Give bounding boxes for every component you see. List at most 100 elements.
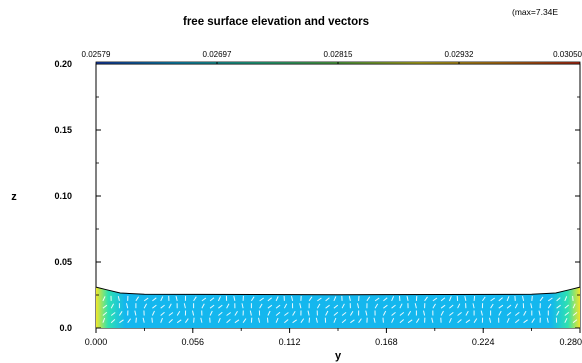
x-tick-label: 0.112 xyxy=(279,337,301,347)
velocity-vector xyxy=(457,319,462,324)
velocity-vector xyxy=(259,303,263,309)
velocity-vector xyxy=(135,296,140,302)
velocity-vector xyxy=(110,312,116,316)
velocity-vector xyxy=(275,304,281,309)
velocity-vector xyxy=(143,297,149,302)
velocity-vector xyxy=(160,296,164,302)
velocity-vector xyxy=(366,296,371,302)
corner-note: (max=7.34E xyxy=(512,7,558,17)
velocity-vector xyxy=(572,303,576,309)
velocity-vector xyxy=(134,310,137,316)
velocity-vector xyxy=(201,303,205,309)
velocity-vector xyxy=(348,295,351,302)
velocity-vector xyxy=(110,319,116,324)
velocity-vector xyxy=(102,304,108,309)
velocity-vector xyxy=(267,304,273,309)
velocity-vector xyxy=(373,317,376,323)
y-axis-label: z xyxy=(11,191,17,203)
velocity-vector xyxy=(391,317,395,323)
velocity-vector xyxy=(126,303,129,309)
velocity-vector xyxy=(283,303,288,309)
velocity-vector xyxy=(315,317,318,323)
velocity-vector xyxy=(275,311,281,316)
velocity-vector xyxy=(564,317,568,323)
velocity-vector xyxy=(152,297,157,302)
velocity-vector xyxy=(275,296,279,302)
velocity-vector xyxy=(472,303,475,309)
y-tick-label: 0.0 xyxy=(59,323,72,333)
velocity-vector xyxy=(234,310,238,316)
velocity-vector xyxy=(432,303,436,309)
velocity-vector xyxy=(325,304,330,309)
velocity-vector xyxy=(523,310,527,316)
velocity-vector xyxy=(506,312,512,316)
velocity-vector xyxy=(193,296,197,302)
velocity-vector xyxy=(118,311,123,316)
velocity-vector xyxy=(464,295,467,302)
velocity-vector xyxy=(217,296,221,302)
velocity-vector xyxy=(102,317,106,323)
velocity-vector xyxy=(300,318,305,323)
velocity-vector xyxy=(548,297,553,302)
velocity-vector xyxy=(531,295,533,301)
velocity-vector xyxy=(564,296,568,302)
velocity-vector xyxy=(168,303,172,309)
velocity-vector xyxy=(292,310,296,316)
velocity-vector xyxy=(299,303,302,309)
velocity-vector xyxy=(572,319,578,324)
x-axis-label: y xyxy=(335,350,342,362)
fluid-field xyxy=(96,287,580,328)
velocity-vector xyxy=(176,310,181,316)
x-tick-label: 0.168 xyxy=(375,337,398,347)
velocity-vector xyxy=(241,303,244,309)
chart-title: free surface elevation and vectors xyxy=(183,16,369,28)
velocity-vector xyxy=(465,310,469,316)
colorbar-tick-label: 0.02579 xyxy=(82,50,111,59)
colorbar-tick-label: 0.02815 xyxy=(324,50,353,59)
velocity-vector xyxy=(480,310,483,316)
velocity-vector xyxy=(523,319,528,324)
velocity-vector xyxy=(465,319,471,324)
velocity-vector xyxy=(142,317,145,323)
velocity-vector xyxy=(160,304,165,309)
velocity-vector xyxy=(449,312,454,316)
velocity-vector xyxy=(333,296,337,302)
velocity-vector xyxy=(201,297,207,302)
velocity-vector xyxy=(473,295,476,301)
velocity-vector xyxy=(399,319,405,324)
velocity-vector xyxy=(249,310,252,316)
velocity-vector xyxy=(117,295,120,302)
velocity-vector xyxy=(547,303,552,309)
y-tick-label: 0.10 xyxy=(54,191,72,201)
velocity-vector xyxy=(333,311,339,316)
velocity-vector xyxy=(291,295,294,302)
velocity-vector xyxy=(440,304,446,309)
velocity-vector xyxy=(333,304,339,309)
velocity-vector xyxy=(350,319,355,324)
velocity-vector xyxy=(457,312,462,316)
velocity-vector xyxy=(490,303,494,309)
colorbar-tick-label: 0.03050 xyxy=(553,50,582,59)
velocity-vector xyxy=(448,296,452,302)
x-tick-label: 0.000 xyxy=(85,337,108,347)
velocity-vector xyxy=(151,317,153,323)
velocity-vector xyxy=(184,318,189,323)
velocity-vector xyxy=(531,318,535,323)
y-axis-ticks: 0.0 0.05 0.10 0.15 0.20 xyxy=(54,59,580,333)
velocity-vector xyxy=(341,303,345,309)
free-surface-line xyxy=(95,286,581,296)
velocity-vector xyxy=(539,296,544,302)
velocity-vector xyxy=(556,297,561,302)
velocity-vector xyxy=(572,295,574,301)
velocity-vector xyxy=(218,304,223,309)
velocity-vector xyxy=(143,303,148,309)
velocity-vector xyxy=(522,295,525,302)
velocity-vector xyxy=(192,310,195,316)
velocity-vector xyxy=(490,297,495,302)
velocity-vector xyxy=(498,297,503,302)
velocity-vector xyxy=(209,310,213,316)
velocity-vector xyxy=(457,303,461,309)
velocity-vector xyxy=(564,304,570,309)
velocity-vector xyxy=(440,310,444,316)
